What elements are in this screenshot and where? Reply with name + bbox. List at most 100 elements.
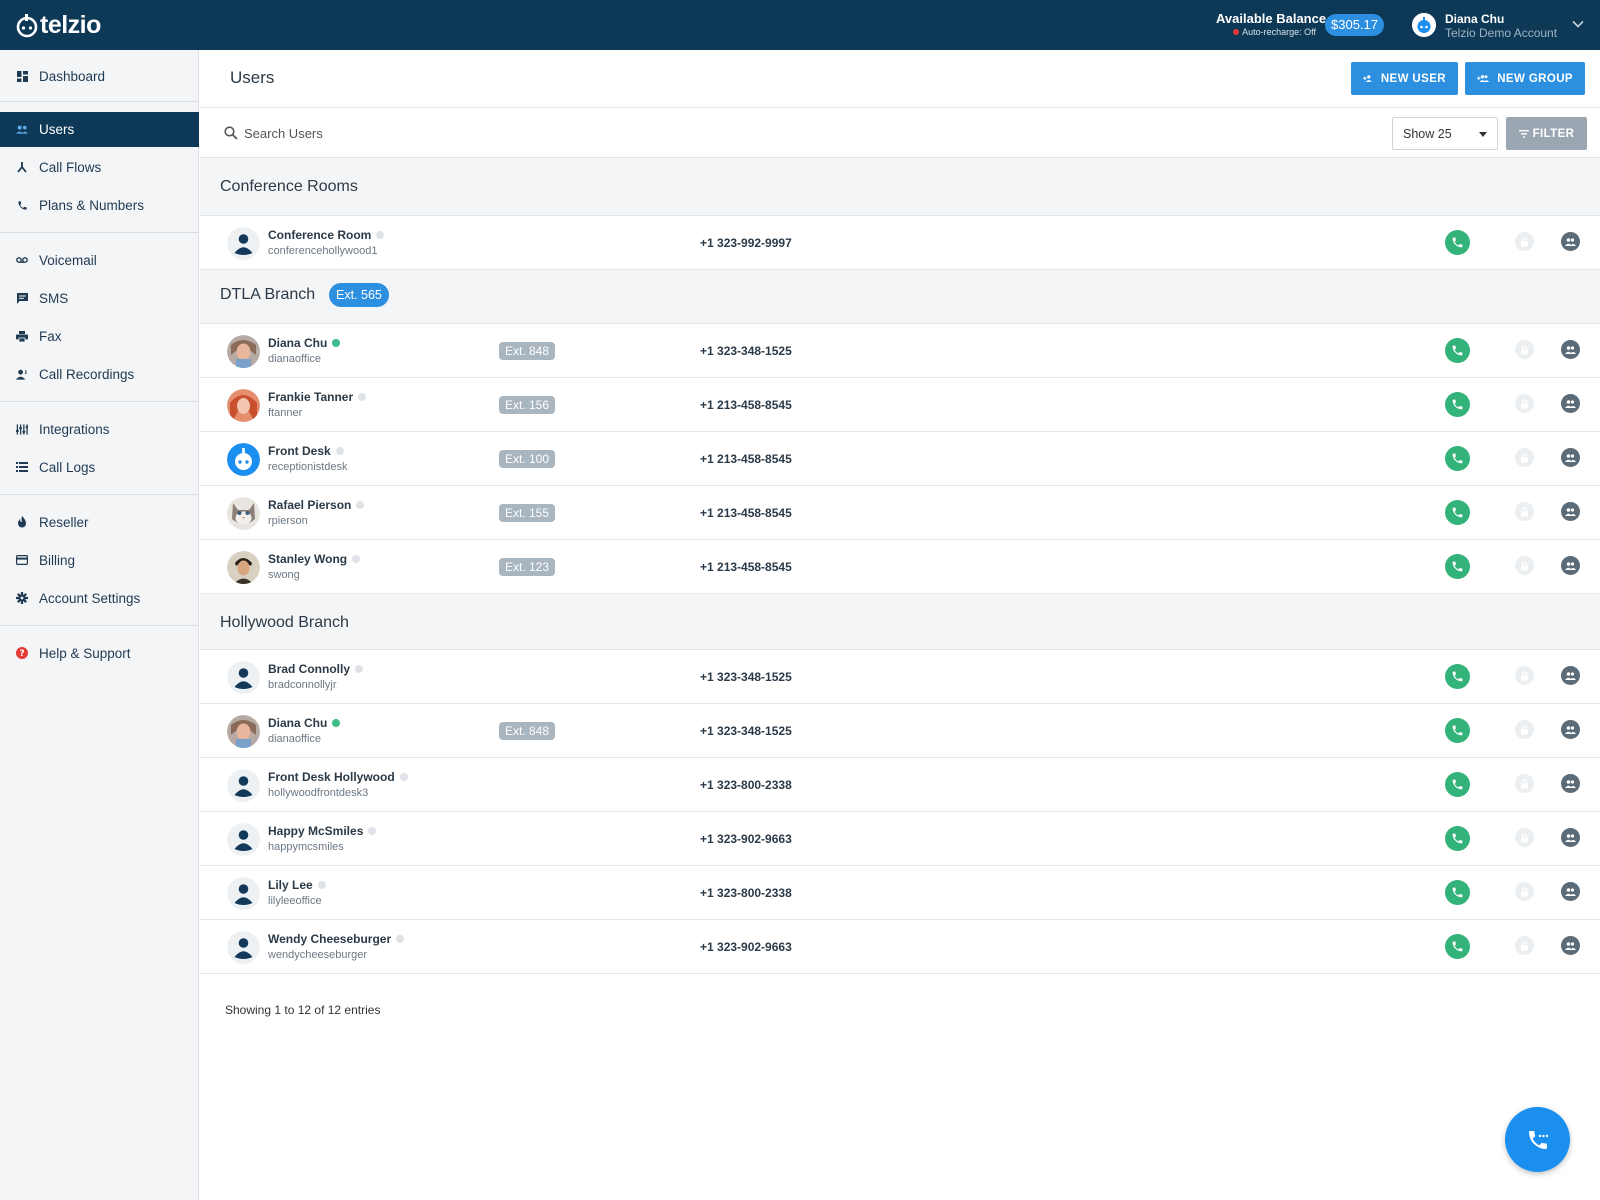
lock-button[interactable]: [1515, 774, 1534, 793]
sidebar-item-plans-numbers[interactable]: Plans & Numbers: [0, 188, 199, 222]
add-group-icon: [1477, 75, 1490, 83]
group-membership-button[interactable]: [1561, 448, 1580, 467]
call-button[interactable]: [1445, 392, 1470, 417]
call-button[interactable]: [1445, 718, 1470, 743]
balance-amount[interactable]: $305.17: [1325, 14, 1384, 36]
telzio-logo[interactable]: telzio: [16, 8, 101, 42]
user-row[interactable]: Rafael Pierson rpierson Ext. 155 +1 213-458…: [200, 486, 1600, 540]
call-button[interactable]: [1445, 554, 1470, 579]
user-row[interactable]: Front Desk Hollywood hollywoodfrontdesk3 +…: [200, 758, 1600, 812]
group-membership-button[interactable]: [1561, 828, 1580, 847]
sidebar-item-fax[interactable]: Fax: [0, 319, 199, 353]
call-button[interactable]: [1445, 772, 1470, 797]
search-input[interactable]: [244, 120, 664, 146]
sidebar-item-call-logs[interactable]: Call Logs: [0, 450, 199, 484]
user-extension-badge: Ext. 155: [499, 504, 556, 522]
sidebar-item-dashboard[interactable]: Dashboard: [0, 59, 199, 93]
sidebar-item-call-flows[interactable]: Call Flows: [0, 150, 199, 184]
user-name[interactable]: Conference Room: [268, 228, 385, 242]
user-name-text: Lily Lee: [268, 878, 313, 892]
user-photo-avatar: [227, 497, 260, 530]
user-name[interactable]: Happy McSmiles: [268, 824, 377, 838]
user-row[interactable]: Conference Room conferencehollywood1 +1 32…: [200, 216, 1600, 270]
user-name[interactable]: Wendy Cheeseburger: [268, 932, 405, 946]
call-button[interactable]: [1445, 664, 1470, 689]
lock-icon: [1521, 560, 1528, 570]
group-membership-button[interactable]: [1561, 666, 1580, 685]
group-membership-button[interactable]: [1561, 394, 1580, 413]
group-membership-button[interactable]: [1561, 936, 1580, 955]
sidebar-item-integrations[interactable]: Integrations: [0, 412, 199, 446]
user-row[interactable]: Diana Chu dianaoffice Ext. 848 +1 323-348-1…: [200, 324, 1600, 378]
call-button[interactable]: [1445, 880, 1470, 905]
account-menu[interactable]: Diana Chu Telzio Demo Account: [1445, 12, 1557, 40]
group-membership-button[interactable]: [1561, 232, 1580, 251]
group-title[interactable]: Conference Rooms: [220, 178, 358, 195]
call-button[interactable]: [1445, 934, 1470, 959]
user-name[interactable]: Lily Lee: [268, 878, 326, 892]
lock-button[interactable]: [1515, 556, 1534, 575]
lock-button[interactable]: [1515, 720, 1534, 739]
user-row[interactable]: Frankie Tanner ftanner Ext. 156 +1 213-458-…: [200, 378, 1600, 432]
user-row[interactable]: Happy McSmiles happymcsmiles +1 323-902-96…: [200, 812, 1600, 866]
user-row[interactable]: Front Desk receptionistdesk Ext. 100 +1 213…: [200, 432, 1600, 486]
dialer-button[interactable]: [1505, 1107, 1570, 1172]
group-membership-button[interactable]: [1561, 774, 1580, 793]
user-row[interactable]: Stanley Wong swong Ext. 123 +1 213-458-8545: [200, 540, 1600, 594]
user-row[interactable]: Brad Connolly bradconnollyjr +1 323-348-15…: [200, 650, 1600, 704]
call-button[interactable]: [1445, 500, 1470, 525]
presence-status-dot: [335, 447, 344, 455]
lock-button[interactable]: [1515, 828, 1534, 847]
sidebar-item-account-settings[interactable]: Account Settings: [0, 581, 199, 615]
user-name[interactable]: Frankie Tanner: [268, 390, 367, 404]
phone-icon: [1452, 237, 1463, 248]
group-membership-button[interactable]: [1561, 720, 1580, 739]
filter-button[interactable]: FILTER: [1506, 117, 1587, 150]
page-size-select[interactable]: Show 25: [1392, 117, 1498, 150]
group-title[interactable]: DTLA Branch: [220, 286, 316, 303]
call-button[interactable]: [1445, 826, 1470, 851]
user-row[interactable]: Lily Lee lilyleeoffice +1 323-800-2338: [200, 866, 1600, 920]
default-user-avatar: [227, 877, 260, 910]
sidebar-item-sms[interactable]: SMS: [0, 281, 199, 315]
user-row[interactable]: Wendy Cheeseburger wendycheeseburger +1 32…: [200, 920, 1600, 974]
user-name[interactable]: Diana Chu: [268, 716, 341, 730]
sidebar-item-help-support[interactable]: ? Help & Support: [0, 636, 199, 670]
lock-button[interactable]: [1515, 340, 1534, 359]
user-name[interactable]: Diana Chu: [268, 336, 341, 350]
lock-button[interactable]: [1515, 666, 1534, 685]
lock-button[interactable]: [1515, 882, 1534, 901]
user-name[interactable]: Brad Connolly: [268, 662, 364, 676]
user-name[interactable]: Stanley Wong: [268, 552, 361, 566]
sidebar-item-reseller[interactable]: Reseller: [0, 505, 199, 539]
lock-button[interactable]: [1515, 502, 1534, 521]
new-user-button[interactable]: NEW USER: [1351, 62, 1458, 95]
call-button[interactable]: [1445, 230, 1470, 255]
sidebar-item-voicemail[interactable]: Voicemail: [0, 243, 199, 277]
sidebar-item-users[interactable]: Users: [0, 112, 199, 147]
group-membership-button[interactable]: [1561, 556, 1580, 575]
sidebar: Dashboard Users Call Flows Plans & Numbe…: [0, 50, 199, 1200]
group-title[interactable]: Hollywood Branch: [220, 614, 349, 631]
sidebar-item-call-recordings[interactable]: Call Recordings: [0, 357, 199, 391]
user-name[interactable]: Front Desk Hollywood: [268, 770, 408, 784]
call-button[interactable]: [1445, 338, 1470, 363]
lock-button[interactable]: [1515, 232, 1534, 251]
user-handle: hollywoodfrontdesk3: [268, 787, 369, 799]
chevron-down-icon[interactable]: [1570, 16, 1586, 32]
user-row[interactable]: Diana Chu dianaoffice Ext. 848 +1 323-348-1…: [200, 704, 1600, 758]
group-membership-button[interactable]: [1561, 340, 1580, 359]
sidebar-item-billing[interactable]: Billing: [0, 543, 199, 577]
default-user-avatar: [227, 823, 260, 856]
user-extension-badge: Ext. 848: [499, 722, 556, 740]
group-membership-button[interactable]: [1561, 502, 1580, 521]
user-name[interactable]: Front Desk: [268, 444, 344, 458]
lock-button[interactable]: [1515, 936, 1534, 955]
lock-button[interactable]: [1515, 448, 1534, 467]
lock-button[interactable]: [1515, 394, 1534, 413]
group-membership-button[interactable]: [1561, 882, 1580, 901]
new-group-button[interactable]: NEW GROUP: [1465, 62, 1585, 95]
account-avatar[interactable]: [1412, 13, 1436, 37]
user-name[interactable]: Rafael Pierson: [268, 498, 365, 512]
call-button[interactable]: [1445, 446, 1470, 471]
